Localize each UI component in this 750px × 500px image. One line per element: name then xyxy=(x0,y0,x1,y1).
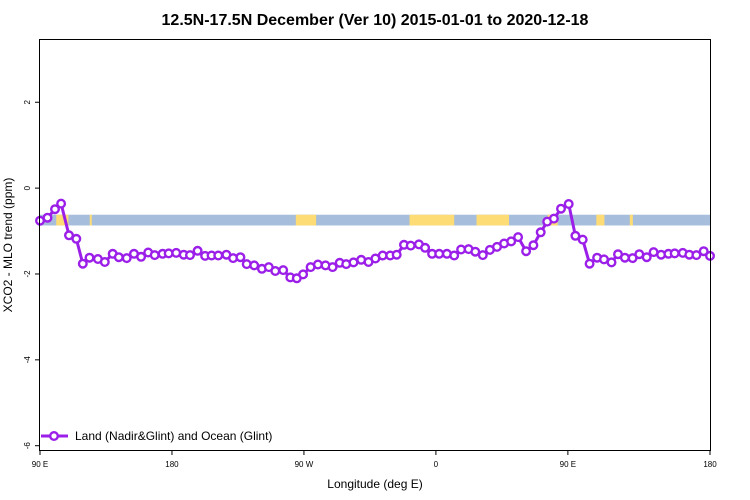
y-axis: 2 0 -2 -4 -6 xyxy=(23,99,40,449)
data-point xyxy=(449,250,460,261)
y-tick-label: 2 xyxy=(23,99,32,104)
data-point xyxy=(513,232,524,243)
x-tick-label: 180 xyxy=(165,460,179,469)
data-point xyxy=(698,246,709,257)
data-point xyxy=(99,257,110,268)
land-segment xyxy=(409,214,455,226)
data-point xyxy=(420,242,431,253)
land-segment xyxy=(476,214,509,226)
x-tick-label: 90 E xyxy=(32,460,48,469)
data-point xyxy=(278,265,289,276)
plot-frame xyxy=(39,39,711,451)
land-segment xyxy=(89,214,92,226)
data-point xyxy=(50,204,61,215)
land-segment xyxy=(596,214,605,226)
map-strip xyxy=(40,214,710,226)
data-point xyxy=(348,257,359,268)
series-layer xyxy=(35,198,716,284)
y-tick-label: 0 xyxy=(23,185,32,190)
x-tick-label: 90 E xyxy=(560,460,576,469)
x-tick-label: 180 xyxy=(703,460,717,469)
ocean-band xyxy=(40,214,710,226)
data-point xyxy=(548,213,559,224)
data-point xyxy=(577,234,588,245)
x-axis-label: Longitude (deg E) xyxy=(327,477,422,491)
data-point xyxy=(192,245,203,256)
data-point xyxy=(556,203,567,214)
data-point xyxy=(71,233,82,244)
data-point xyxy=(298,269,309,280)
data-point xyxy=(619,252,630,263)
data-point xyxy=(235,252,246,263)
land-segment xyxy=(56,214,69,226)
data-point xyxy=(213,250,224,261)
data-point xyxy=(691,250,702,261)
data-point xyxy=(327,262,338,273)
data-point xyxy=(121,253,132,264)
data-point xyxy=(434,248,445,259)
legend-label: Land (Nadir&Glint) and Ocean (Glint) xyxy=(75,429,272,443)
data-point xyxy=(641,252,652,263)
data-point xyxy=(113,252,124,263)
data-point xyxy=(563,198,574,209)
data-point xyxy=(184,250,195,261)
data-point xyxy=(249,260,260,271)
y-axis-label: XCO2 - MLO trend (ppm) xyxy=(1,178,15,313)
land-segment xyxy=(629,214,633,226)
legend: Land (Nadir&Glint) and Ocean (Glint) xyxy=(41,429,272,443)
chart-title: 12.5N-17.5N December (Ver 10) 2015-01-01… xyxy=(162,12,589,29)
data-point xyxy=(535,227,546,238)
data-point xyxy=(136,251,147,262)
data-point xyxy=(391,249,402,260)
data-point xyxy=(570,230,581,241)
data-point xyxy=(528,240,539,251)
land-segment xyxy=(295,214,317,226)
data-point xyxy=(56,198,67,209)
y-tick-label: -2 xyxy=(23,270,32,278)
data-point xyxy=(584,258,595,269)
data-point xyxy=(477,250,488,261)
data-point xyxy=(669,248,680,259)
y-tick-label: -6 xyxy=(23,442,32,450)
y-tick-label: -4 xyxy=(23,356,32,364)
data-point xyxy=(405,240,416,251)
x-tick-label: 90 W xyxy=(295,460,314,469)
x-tick-label: 0 xyxy=(434,460,439,469)
legend-marker xyxy=(49,431,60,442)
x-axis: 90 E 180 90 W 0 90 E 180 xyxy=(32,450,717,469)
data-point xyxy=(149,250,160,261)
data-point xyxy=(470,246,481,257)
data-point xyxy=(312,259,323,270)
data-point xyxy=(606,257,617,268)
data-point xyxy=(77,258,88,269)
data-point xyxy=(42,212,53,223)
data-point xyxy=(270,266,281,277)
data-point xyxy=(521,246,532,257)
data-point xyxy=(506,236,517,247)
data-point xyxy=(84,252,95,263)
data-point xyxy=(241,259,252,270)
